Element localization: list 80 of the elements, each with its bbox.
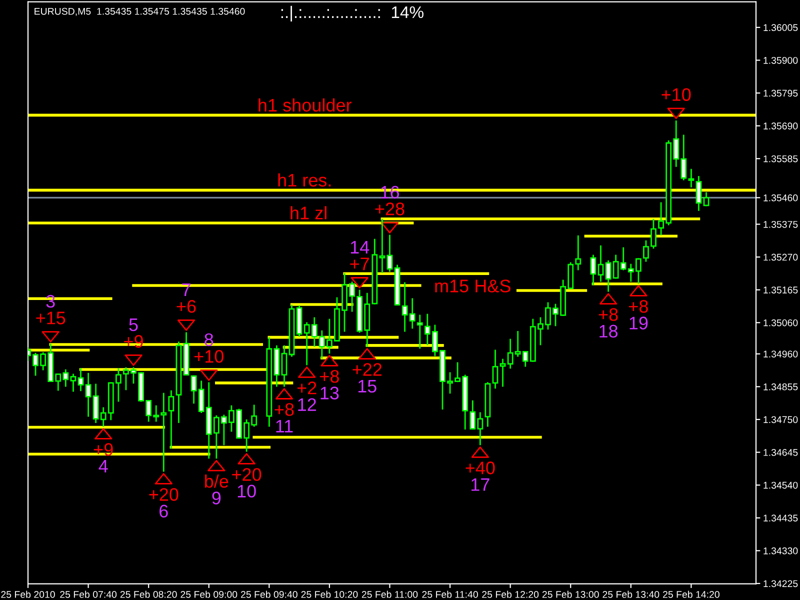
y-tick-label: 1.34750 (764, 416, 798, 424)
annotation: +40 (466, 462, 495, 474)
y-tick-label: 1.34540 (764, 482, 798, 489)
candlestick (598, 245, 604, 282)
annotation: 13 (320, 386, 339, 400)
x-tick-label: 25 Feb 14:20 (663, 590, 720, 598)
candlestick (85, 372, 92, 417)
annotation: +20 (232, 468, 262, 481)
annotation: 12 (298, 398, 316, 411)
annotation: +28 (375, 202, 404, 216)
y-tick-label: 1.34435 (764, 514, 798, 522)
x-tick-label: 25 Feb 13:40 (602, 590, 660, 598)
y-tick-label: 1.35585 (764, 155, 798, 162)
candlestick (386, 234, 393, 272)
candlestick (416, 314, 423, 349)
x-tick-label: 25 Feb 12:20 (482, 590, 539, 598)
annotation: 10 (238, 484, 256, 498)
candlestick (703, 192, 710, 206)
candlestick (605, 260, 612, 292)
annotation: +2 (297, 382, 316, 394)
annotation: 11 (276, 420, 293, 432)
y-tick-label: 1.35375 (764, 220, 798, 228)
annotation: +15 (36, 312, 66, 324)
y-tick-label: 1.35165 (764, 286, 798, 294)
annotation: +10 (194, 350, 224, 363)
y-tick-label: 1.35690 (764, 122, 798, 130)
candlestick (696, 176, 702, 211)
y-tick-label: 1.34330 (764, 547, 798, 554)
x-tick-label: 25 Feb 2010 (1, 590, 55, 598)
candlestick (590, 254, 596, 286)
candlestick (168, 390, 174, 449)
y-tick-label: 1.35900 (764, 56, 798, 64)
x-tick-label: 25 Feb 09:40 (241, 590, 298, 598)
annotation: 14 (350, 241, 370, 254)
ref-line-label: h1 shoulder (258, 98, 352, 112)
annotation: 4 (98, 460, 108, 472)
annotation: 19 (630, 316, 648, 330)
candlestick (70, 374, 76, 392)
x-tick-label: 25 Feb 11:40 (422, 590, 478, 598)
annotation: 17 (472, 478, 490, 491)
candlestick (492, 350, 498, 389)
y-tick-label: 1.34225 (764, 580, 798, 588)
annotation: 18 (600, 324, 618, 338)
y-tick-label: 1.34645 (764, 449, 798, 456)
y-tick-label: 1.36005 (764, 24, 798, 32)
annotation: m15 H&S (435, 280, 510, 292)
candlestick (500, 358, 506, 387)
annotation: 9 (212, 492, 221, 504)
x-tick-label: 25 Feb 08:20 (120, 590, 177, 598)
x-tick-label: 25 Feb 13:00 (542, 590, 599, 598)
y-tick-label: 1.35060 (764, 319, 798, 326)
annotation: 5 (129, 318, 138, 332)
text: EURUSD,M5 1.35435 1.35475 1.35435 1.35460 (34, 8, 245, 16)
annotation: 7 (182, 284, 190, 296)
annotation: 15 (358, 380, 376, 393)
x-tick-label: 25 Feb 07:40 (60, 590, 117, 598)
y-tick-label: 1.35270 (764, 254, 798, 261)
annotation: +7 (350, 258, 369, 270)
candlestick (78, 368, 84, 392)
annotation: +8 (598, 308, 618, 321)
annotation: +22 (352, 363, 382, 376)
annotation: +6 (176, 300, 196, 313)
y-tick-label: 1.34855 (764, 383, 798, 390)
annotation: +10 (662, 88, 691, 101)
annotation: +9 (94, 443, 113, 456)
x-tick-label: 25 Feb 10:20 (301, 590, 358, 598)
ref-line-label: h1 res. (278, 173, 331, 187)
x-tick-label: 25 Feb 09:00 (180, 590, 238, 598)
y-tick-label: 1.34960 (764, 350, 798, 358)
y-tick-label: 1.35460 (764, 194, 798, 202)
annotation: +20 (149, 488, 178, 501)
series-label: h1 zl (290, 206, 326, 220)
x-tick-label: 25 Feb 11:00 (362, 590, 418, 598)
annotation: 6 (160, 504, 168, 518)
annotation: :.|.:.....:.....:....: 14% (281, 6, 424, 22)
annotation: b/e (205, 474, 228, 488)
annotation: +8 (629, 300, 648, 313)
y-tick-label: 1.35795 (764, 90, 798, 97)
annotation: +8 (320, 370, 339, 383)
annotation: +8 (274, 403, 294, 416)
